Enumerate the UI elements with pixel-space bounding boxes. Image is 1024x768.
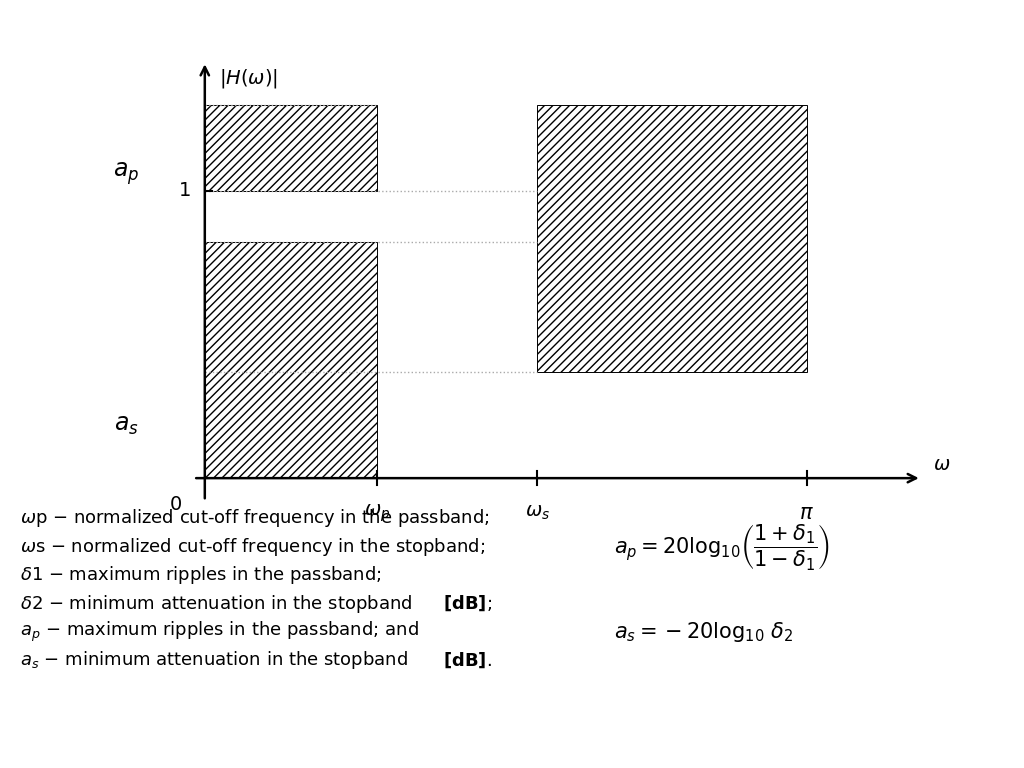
Text: $0$: $0$ (169, 495, 182, 515)
Text: $\omega$p $-$ normalized cut-off frequency in the passband;: $\omega$p $-$ normalized cut-off frequen… (20, 508, 490, 529)
Text: $|H(\omega)|$: $|H(\omega)|$ (219, 67, 279, 90)
Text: $a_p$: $a_p$ (113, 161, 139, 187)
Text: $\delta$1 $-$ maximum ripples in the passband;: $\delta$1 $-$ maximum ripples in the pas… (20, 564, 382, 586)
Text: $\mathbf{[dB]}$.: $\mathbf{[dB]}$. (443, 650, 493, 670)
Text: $\pi$: $\pi$ (800, 502, 814, 522)
Text: $\delta$2 $-$ minimum attenuation in the stopband: $\delta$2 $-$ minimum attenuation in the… (20, 593, 415, 614)
Text: $a_s$: $a_s$ (114, 413, 139, 437)
Text: $a_p = 20\log_{10}\!\left(\dfrac{1+\delta_1}{1-\delta_1}\right)$: $a_p = 20\log_{10}\!\left(\dfrac{1+\delt… (614, 521, 830, 572)
Bar (538, 104, 807, 372)
Text: $a_s = -20\log_{10}\,\delta_2$: $a_s = -20\log_{10}\,\delta_2$ (614, 620, 794, 644)
Bar (205, 243, 377, 478)
Text: $a_s$ $-$ minimum attenuation in the stopband: $a_s$ $-$ minimum attenuation in the sto… (20, 650, 410, 671)
Text: $a_p$ $-$ maximum ripples in the passband; and: $a_p$ $-$ maximum ripples in the passban… (20, 620, 419, 644)
Text: $\omega$s $-$ normalized cut-off frequency in the stopband;: $\omega$s $-$ normalized cut-off frequen… (20, 536, 485, 558)
Text: $\mathbf{[dB]}$;: $\mathbf{[dB]}$; (443, 594, 493, 614)
Text: $\omega$: $\omega$ (933, 455, 950, 474)
Text: $\omega_s$: $\omega_s$ (525, 502, 550, 521)
Text: $1$: $1$ (178, 181, 190, 200)
Bar (205, 104, 377, 190)
Text: $\omega_p$: $\omega_p$ (364, 502, 390, 524)
